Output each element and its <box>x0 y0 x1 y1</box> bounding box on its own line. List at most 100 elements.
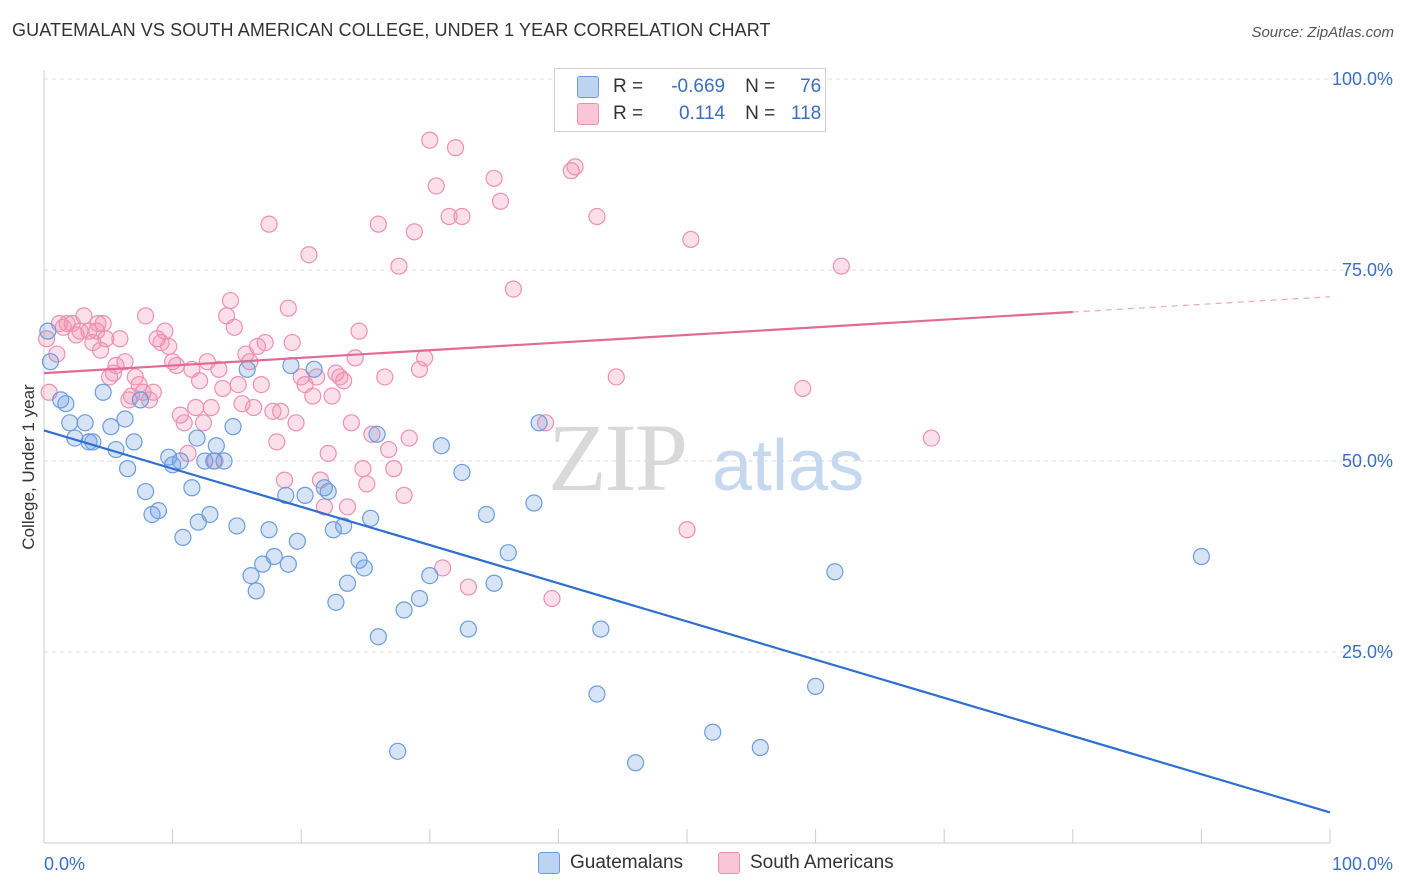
point-guatemalans <box>421 566 439 585</box>
grid-lines <box>44 78 1392 653</box>
point-south-americans <box>214 379 232 398</box>
legend-n-label: N = <box>745 76 776 97</box>
point-south-americans <box>416 349 434 367</box>
point-south-americans <box>248 337 267 355</box>
axes <box>43 70 1331 844</box>
point-guatemalans <box>57 395 75 413</box>
point-south-americans <box>335 372 353 390</box>
point-south-americans <box>440 207 458 226</box>
point-guatemalans <box>355 559 373 577</box>
point-south-americans <box>794 379 812 398</box>
point-south-americans <box>504 280 522 298</box>
point-guatemalans <box>530 414 548 432</box>
point-south-americans <box>421 131 439 149</box>
point-guatemalans <box>338 574 357 592</box>
x-tick-label: 100.0% <box>1332 854 1393 874</box>
trend-line-south-americans <box>43 310 1073 375</box>
point-guatemalans <box>305 360 323 378</box>
point-south-americans <box>346 349 364 367</box>
point-south-americans <box>202 398 220 417</box>
point-south-americans <box>89 314 107 333</box>
point-south-americans <box>390 257 408 275</box>
legend-n-value-blue: 76 <box>800 76 822 97</box>
point-guatemalans <box>247 582 265 600</box>
bottom-legend-guatemalans: Guatemalans <box>538 852 683 874</box>
point-guatemalans <box>1192 547 1211 566</box>
watermark-atlas: atlas <box>712 426 864 506</box>
point-guatemalans <box>228 517 246 535</box>
point-guatemalans <box>826 563 844 581</box>
point-south-americans <box>678 521 696 539</box>
legend-n-value-pink: 118 <box>790 103 822 124</box>
point-guatemalans <box>806 677 825 695</box>
point-guatemalans <box>149 502 168 520</box>
trend-line-guatemalans <box>43 429 1331 814</box>
point-guatemalans <box>188 429 206 447</box>
point-south-americans <box>287 414 305 432</box>
point-guatemalans <box>171 452 189 470</box>
point-south-americans <box>279 299 297 317</box>
point-guatemalans <box>196 452 214 470</box>
point-south-americans <box>300 246 318 264</box>
legend-swatch-blue <box>577 76 599 98</box>
point-guatemalans <box>76 414 94 432</box>
point-south-americans <box>453 207 471 226</box>
y-tick-label: 100.0% <box>1332 69 1393 89</box>
y-tick-label: 25.0% <box>1342 642 1393 662</box>
point-south-americans <box>491 192 510 210</box>
point-guatemalans <box>477 505 495 524</box>
bottom-legend-label-south-americans: South Americans <box>750 852 894 873</box>
point-guatemalans <box>410 589 429 608</box>
point-south-americans <box>210 360 228 378</box>
y-tick-label: 75.0% <box>1342 260 1393 280</box>
point-guatemalans <box>327 593 345 611</box>
point-south-americans <box>427 177 445 195</box>
point-south-americans <box>395 486 413 504</box>
point-south-americans <box>245 398 263 417</box>
point-south-americans <box>400 429 418 447</box>
point-guatemalans <box>118 460 137 478</box>
point-south-americans <box>221 291 240 310</box>
legend-swatch-pink <box>577 103 599 125</box>
point-guatemalans <box>704 723 722 741</box>
point-guatemalans <box>39 322 57 340</box>
legend-r-label: R = <box>613 103 644 124</box>
chart-title: GUATEMALAN VS SOUTH AMERICAN COLLEGE, UN… <box>12 20 771 40</box>
point-south-americans <box>156 322 174 340</box>
point-guatemalans <box>389 742 407 760</box>
legend-row-guatemalans: R = -0.669 N = 76 <box>577 75 821 99</box>
point-guatemalans <box>183 479 201 497</box>
stats-legend: R = -0.669 N = 76 R = 0.114 N = 118 <box>554 68 826 132</box>
legend-r-label: R = <box>613 76 644 97</box>
point-guatemalans <box>395 601 413 619</box>
point-south-americans <box>358 475 376 493</box>
point-guatemalans <box>592 620 610 638</box>
point-guatemalans <box>207 437 225 455</box>
point-south-americans <box>175 414 193 432</box>
point-guatemalans <box>485 574 503 592</box>
point-guatemalans <box>499 544 517 562</box>
legend-r-value-pink: 0.114 <box>678 103 726 124</box>
point-guatemalans <box>215 452 233 470</box>
point-south-americans <box>536 414 555 432</box>
point-south-americans <box>607 368 625 386</box>
point-south-americans <box>272 402 290 420</box>
point-south-americans <box>446 139 465 157</box>
point-south-americans <box>252 376 270 394</box>
point-south-americans <box>338 498 357 516</box>
point-south-americans <box>268 433 286 451</box>
point-south-americans <box>342 414 360 432</box>
point-south-americans <box>225 318 243 336</box>
point-south-americans <box>405 223 423 241</box>
point-guatemalans <box>238 360 256 378</box>
point-guatemalans <box>324 521 342 539</box>
point-south-americans <box>194 414 213 432</box>
point-south-americans <box>160 337 178 355</box>
point-south-americans <box>363 425 381 443</box>
point-guatemalans <box>319 482 337 501</box>
watermark: ZIP atlas <box>548 404 864 511</box>
point-south-americans <box>376 368 394 386</box>
point-south-americans <box>275 471 294 489</box>
point-south-americans <box>260 215 278 233</box>
